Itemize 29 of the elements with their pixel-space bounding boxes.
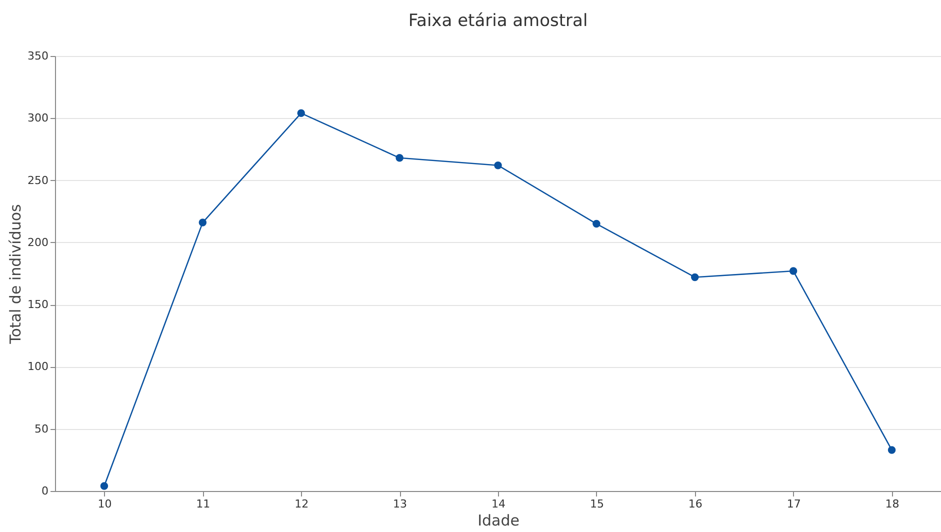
x-tick-label: 13 <box>393 498 408 510</box>
y-tick-label: 100 <box>28 360 48 374</box>
y-tick-label: 0 <box>42 484 48 498</box>
x-tick-label: 15 <box>590 498 604 510</box>
y-tick-label: 350 <box>28 50 48 62</box>
x-axis-title: Idade <box>478 512 520 530</box>
x-tick-label: 12 <box>294 498 309 510</box>
x-tick-label: 14 <box>492 498 506 510</box>
x-tick-label: 18 <box>885 498 900 510</box>
x-tick-label: 16 <box>688 498 702 510</box>
point <box>888 446 896 454</box>
x-tick-label: 10 <box>98 498 112 510</box>
x-tick-label: 11 <box>196 498 210 510</box>
point <box>592 220 600 228</box>
y-tick-label: 300 <box>28 112 48 125</box>
point <box>691 273 699 282</box>
point <box>198 218 207 226</box>
y-axis-title: Total de indivíduos <box>6 204 25 345</box>
y-tick-label: 250 <box>28 174 48 187</box>
point <box>100 482 108 490</box>
y-tick-label: 200 <box>28 236 48 249</box>
point <box>494 162 502 170</box>
y-tick-label: 50 <box>34 422 48 436</box>
x-tick-label: 17 <box>786 498 801 510</box>
chart-title: Faixa etária amostral <box>408 11 588 31</box>
point <box>789 267 798 275</box>
y-tick-label: 150 <box>28 298 48 312</box>
point <box>297 109 305 118</box>
point <box>396 154 404 162</box>
